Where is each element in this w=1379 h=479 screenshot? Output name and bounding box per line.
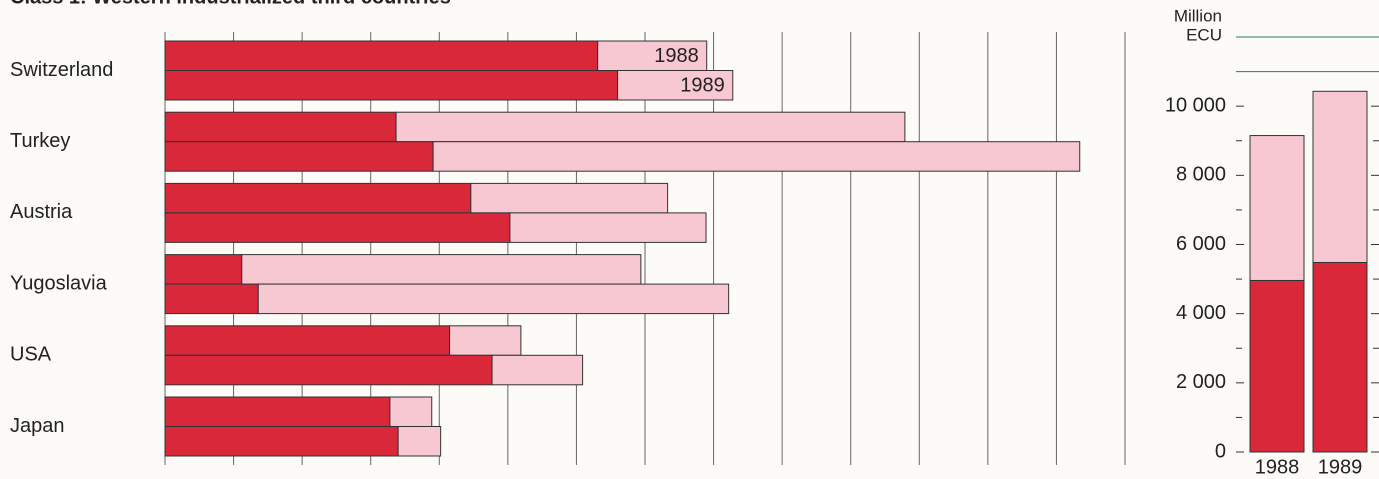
bar-segment <box>397 426 442 457</box>
category-label: Yugoslavia <box>10 272 108 294</box>
bar-segment <box>617 70 734 101</box>
bar-label: 1989 <box>680 75 725 97</box>
bar-segment <box>164 70 619 101</box>
bar-segment <box>164 111 397 143</box>
bar-segment <box>257 283 730 315</box>
category-label: Switzerland <box>10 59 113 81</box>
bar-segment <box>449 325 522 356</box>
bar-segment <box>164 182 472 214</box>
y-axis-label: Million <box>1174 6 1222 25</box>
x-tick-label: 1988 <box>1255 456 1300 478</box>
category-label: USA <box>10 344 52 366</box>
bar-segment <box>164 426 399 457</box>
bar-segment <box>1249 135 1305 281</box>
bar-segment <box>1249 279 1305 453</box>
y-axis-label: ECU <box>1186 25 1222 44</box>
y-tick-label: 6 000 <box>1176 233 1226 255</box>
bar-segment <box>241 254 642 285</box>
y-tick-label: 0 <box>1215 440 1226 462</box>
y-tick-label: 10 000 <box>1165 94 1226 116</box>
bar-segment <box>164 141 434 172</box>
bar-segment <box>597 40 708 71</box>
y-tick-label: 8 000 <box>1176 164 1226 186</box>
y-tick-label: 2 000 <box>1176 371 1226 393</box>
bar-segment <box>164 254 243 285</box>
y-tick-label: 4 000 <box>1176 302 1226 324</box>
bar-segment <box>1312 261 1368 453</box>
bar-segment <box>395 111 906 143</box>
bar-segment <box>432 141 1081 172</box>
bar-segment <box>164 40 599 71</box>
bar-segment <box>164 283 259 315</box>
x-tick-label: 1989 <box>1318 456 1363 478</box>
category-label: Austria <box>10 201 73 223</box>
bar-segment <box>470 182 669 214</box>
bar-segment <box>164 396 391 427</box>
chart-title: Class 1: Western industrialized third co… <box>10 0 451 8</box>
bar-segment <box>509 212 707 243</box>
bar-label: 1988 <box>654 45 699 67</box>
bar-segment <box>1312 90 1368 263</box>
category-label: Turkey <box>10 130 70 152</box>
bar-segment <box>164 212 511 243</box>
bar-segment <box>389 396 433 427</box>
bar-segment <box>164 354 493 386</box>
bar-segment <box>164 325 451 356</box>
category-label: Japan <box>10 415 65 437</box>
bar-segment <box>491 354 584 386</box>
